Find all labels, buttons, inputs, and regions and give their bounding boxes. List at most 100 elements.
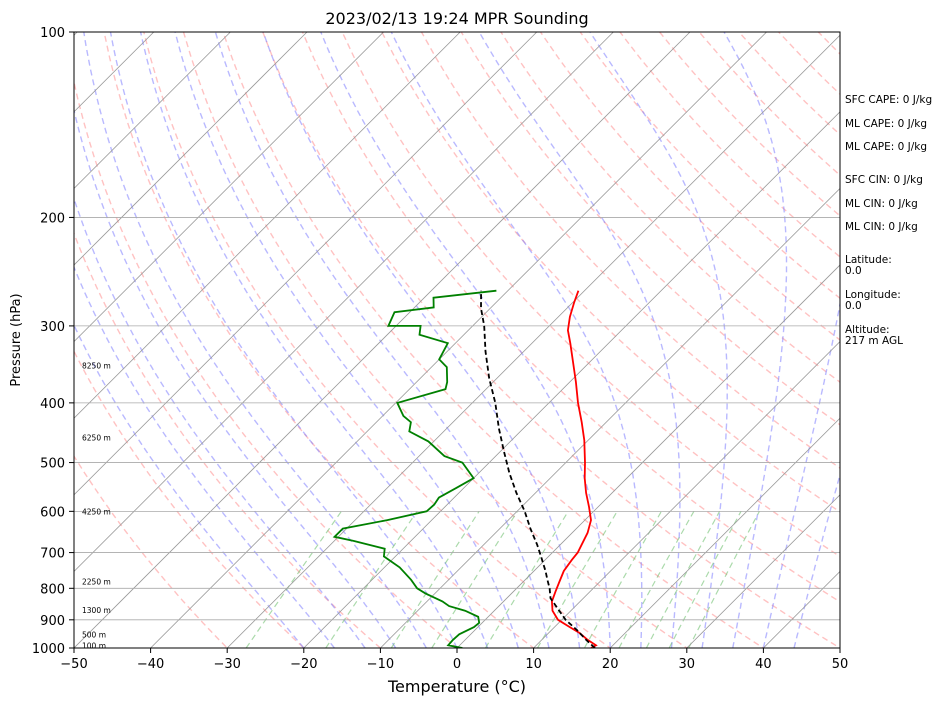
longitude-value: 0.0 [845, 300, 862, 312]
series-line-2 [332, 289, 497, 648]
isotherm [533, 341, 840, 648]
x-tick-label: −30 [213, 657, 240, 672]
dry-adiabat [74, 454, 229, 648]
altitude-value: 217 m AGL [845, 335, 903, 347]
moist-adiabat [83, 32, 427, 648]
mixing-ratio-line [688, 511, 760, 648]
x-tick-label: 0 [453, 657, 461, 672]
y-tick-label: 1000 [32, 642, 65, 657]
mixing-ratio-line [390, 510, 480, 648]
mixing-ratio-line [583, 511, 662, 648]
dry-adiabat [74, 231, 382, 648]
sfc-cape: SFC CAPE: 0 J/kg [845, 94, 933, 106]
altitude-labels: 8250 m 6250 m 4250 m 2250 m 1300 m 500 m 100 m [82, 362, 111, 651]
isotherm [226, 34, 840, 648]
plot-frame [73, 31, 841, 649]
ml-cape-2: ML CAPE: 0 J/kg [845, 141, 928, 153]
y-tick-label: 800 [40, 582, 65, 597]
series-line-1 [550, 290, 598, 648]
moist-adiabat [109, 32, 458, 648]
moist-adiabat [262, 32, 581, 648]
longitude-label: Longitude: [845, 289, 901, 301]
x-tick-label: 20 [602, 657, 619, 672]
ml-cape-1: ML CAPE: 0 J/kg [845, 118, 928, 130]
mixing-ratio-line [536, 510, 618, 648]
mixing-ratio-line [668, 511, 742, 648]
isotherm [74, 32, 231, 189]
y-tick-label: 600 [40, 505, 65, 520]
dry-adiabat [182, 32, 689, 648]
x-tick-label: 40 [755, 657, 772, 672]
y-tick-label: 400 [40, 397, 65, 412]
moist-adiabat [793, 472, 840, 648]
altitude-label: 8250 m [82, 362, 111, 371]
mixing-ratio-line [484, 510, 569, 648]
dry-adiabat [262, 32, 840, 648]
moist-adiabat [74, 265, 335, 648]
isotherm [74, 32, 461, 419]
isotherm [456, 264, 840, 648]
altitude-label: 100 m [82, 641, 106, 650]
dry-adiabat [222, 32, 765, 648]
dry-adiabat [301, 32, 840, 603]
y-tick-label: 500 [40, 457, 65, 472]
y-tick-label: 100 [40, 26, 65, 41]
moist-adiabat [74, 107, 397, 648]
y-tick-label: 200 [40, 211, 65, 226]
dry-adiabat [74, 79, 459, 648]
grid [74, 32, 840, 648]
y-axis-label: Pressure (hPa) [9, 293, 24, 386]
x-tick-label: 10 [525, 657, 542, 672]
y-tick-label: 900 [40, 614, 65, 629]
altitude-label: 6250 m [82, 433, 111, 442]
x-tick-label: 50 [832, 657, 849, 672]
altitude-label: 4250 m [82, 507, 111, 516]
dry-adiabat [103, 32, 535, 648]
x-axis-label: Temperature (°C) [387, 677, 526, 696]
dry-adiabat [143, 32, 612, 648]
x-tick-label: −50 [60, 657, 87, 672]
y-tick-label: 700 [40, 547, 65, 562]
altitude-label: 1300 m [82, 606, 111, 615]
dry-adiabat [420, 32, 840, 469]
dry-adiabat [460, 32, 840, 426]
x-tick-label: −40 [137, 657, 164, 672]
isotherm [609, 417, 840, 648]
x-tick-label: −20 [290, 657, 317, 672]
y-axis: 100 200 300 400 500 600 700 800 900 1000 [32, 26, 74, 657]
isotherm [74, 32, 691, 648]
latitude-label: Latitude: [845, 254, 892, 266]
dry-adiabat [74, 349, 305, 648]
moist-adiabat [478, 32, 681, 648]
isotherm [74, 32, 614, 572]
moist-adiabat [589, 32, 728, 648]
moist-adiabat [174, 32, 519, 648]
isotherm [303, 111, 840, 648]
x-tick-label: −10 [367, 657, 394, 672]
moist-adiabat [320, 32, 611, 648]
moist-adiabat [723, 32, 788, 648]
latitude-value: 0.0 [845, 265, 862, 277]
isotherm [380, 187, 840, 648]
background-lines [74, 32, 840, 648]
isotherm [74, 32, 384, 343]
mixing-ratio-line [645, 511, 721, 648]
isotherm [74, 32, 308, 266]
altitude-label: 2250 m [82, 578, 111, 587]
isotherm [686, 494, 840, 648]
moist-adiabat [74, 196, 366, 648]
ml-cin-1: ML CIN: 0 J/kg [845, 198, 918, 210]
sfc-cin: SFC CIN: 0 J/kg [845, 174, 923, 186]
moist-adiabat [762, 300, 840, 648]
x-axis: −50 −40 −30 −20 −10 0 10 20 30 40 50 [60, 648, 848, 672]
moist-adiabat [214, 32, 550, 648]
chart-title: 2023/02/13 19:24 MPR Sounding [325, 9, 588, 28]
altitude-label: 500 m [82, 630, 106, 639]
series-layer [332, 289, 598, 648]
isotherm [150, 32, 767, 648]
dry-adiabat [579, 32, 840, 300]
isotherm [74, 32, 538, 496]
moist-adiabat [390, 32, 643, 648]
ml-cin-2: ML CIN: 0 J/kg [845, 221, 918, 233]
